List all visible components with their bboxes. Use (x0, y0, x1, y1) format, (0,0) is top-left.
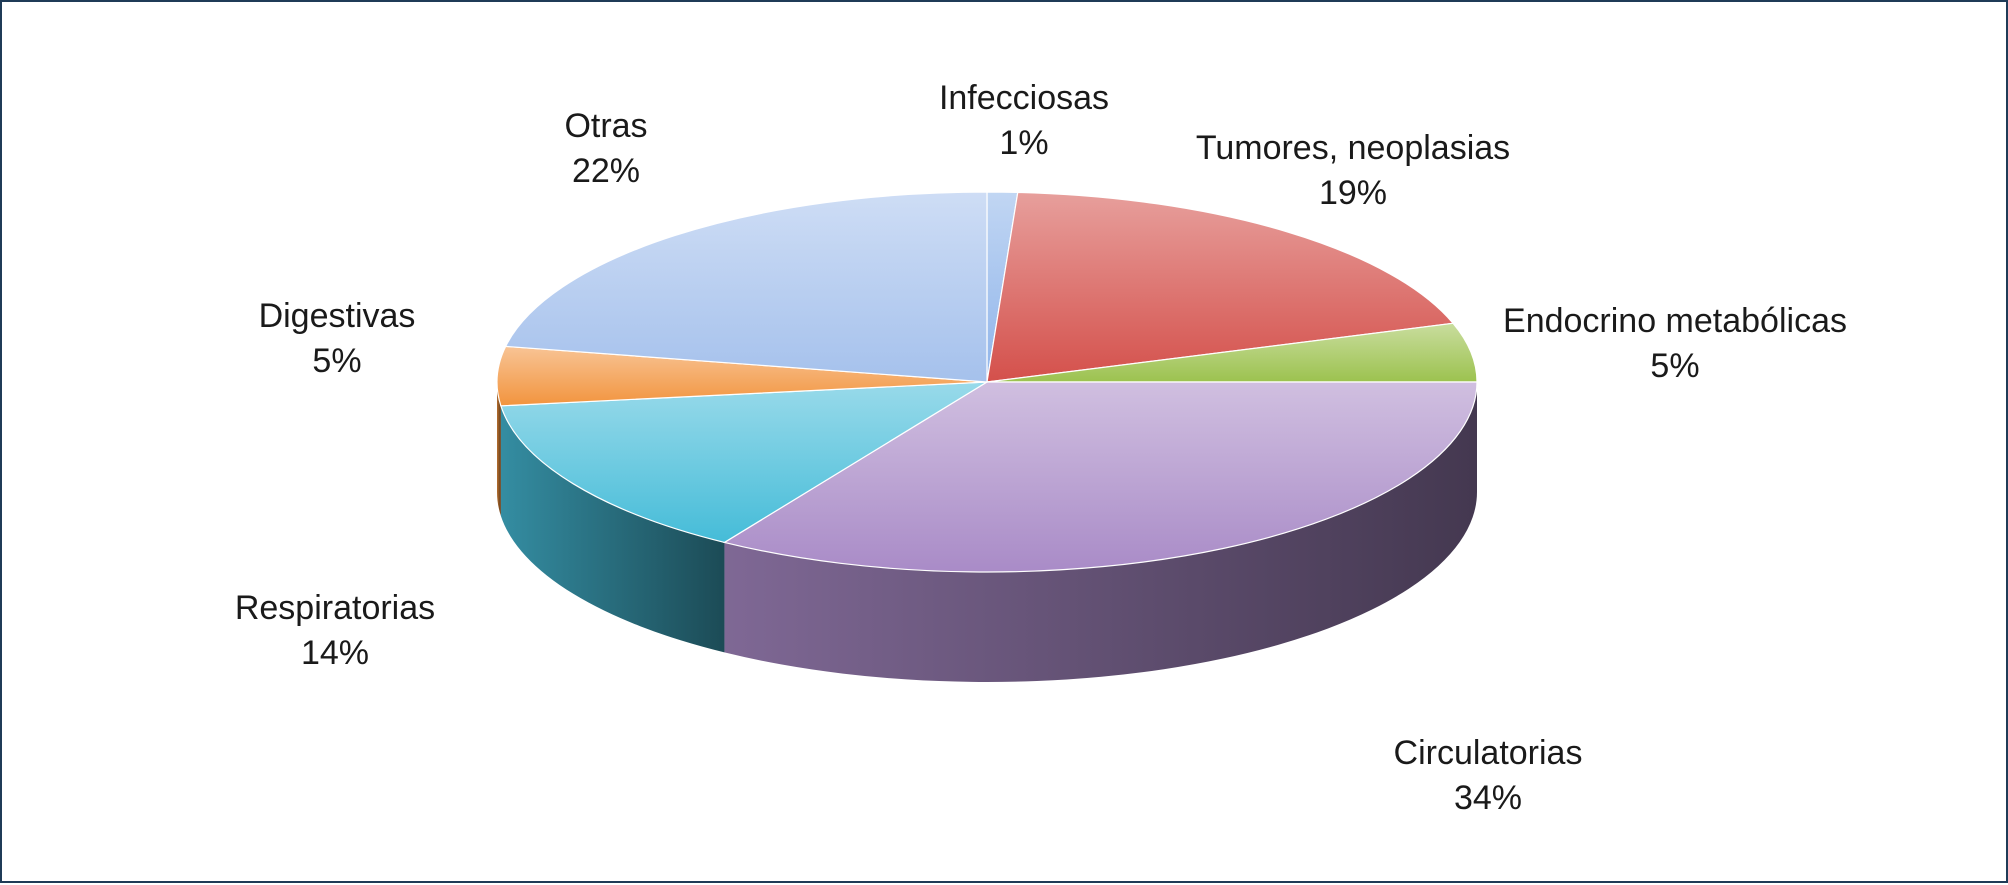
slice-6-value-label: 5% (312, 342, 361, 380)
slice-5-value-label: 14% (301, 634, 369, 672)
slice-3-category-label: Endocrino metabólicas (1503, 302, 1847, 340)
slice-7-value-label: 22% (572, 152, 640, 190)
slice-2-category-label: Tumores, neoplasias (1196, 129, 1510, 167)
slice-5-top (500, 381, 988, 544)
slice-2-top (986, 191, 1455, 383)
slice-1-category-label: Infecciosas (939, 79, 1109, 117)
slice-4-top (722, 381, 1478, 573)
slice-1-value-label: 1% (999, 124, 1048, 162)
slice-3-value-label: 5% (1650, 347, 1699, 385)
slice-6-side (497, 382, 501, 516)
slice-2-value-label: 19% (1319, 174, 1387, 212)
pie-sides (497, 382, 1477, 683)
slice-6-category-label: Digestivas (259, 297, 416, 335)
slice-labels: Infecciosas 1% Tumores, neoplasias 19% Endoc… (235, 79, 1847, 817)
slice-3-top (986, 322, 1478, 383)
slice-7-category-label: Otras (564, 107, 647, 145)
pie-slices (496, 191, 1478, 573)
slice-6-top (496, 345, 988, 407)
slice-4-value-label: 34% (1454, 779, 1522, 817)
slice-4-category-label: Circulatorias (1394, 734, 1583, 772)
slice-4-side (724, 382, 1477, 683)
slice-7-top (504, 191, 988, 383)
slice-5-category-label: Respiratorias (235, 589, 435, 627)
slice-5-side (500, 405, 725, 653)
